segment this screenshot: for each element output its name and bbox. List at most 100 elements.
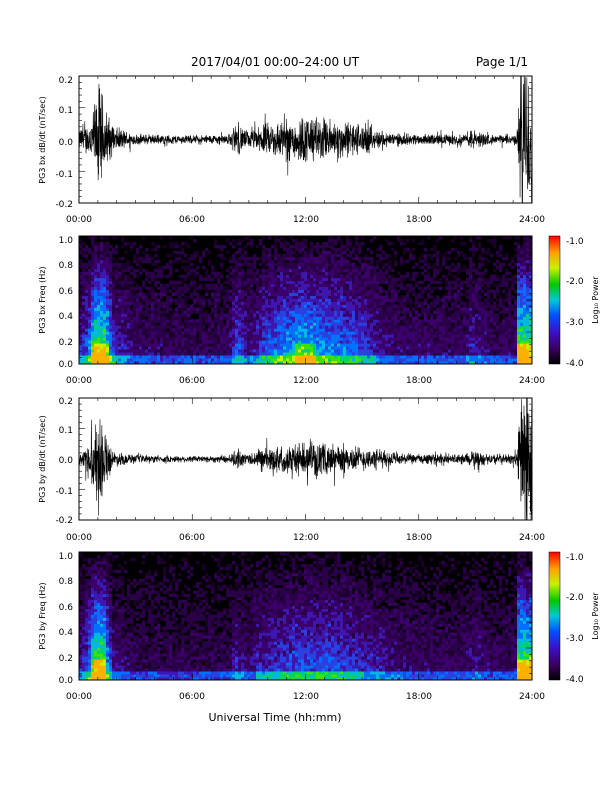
spectrogram-cell [250,361,254,365]
spectrogram-cell [211,355,215,359]
spectrogram-cell [88,250,92,255]
spectrogram-cell [502,340,506,344]
spectrogram-cell [325,301,329,305]
spectrogram-cell [277,358,281,362]
spectrogram-cell [250,262,254,267]
spectrogram-cell [115,280,119,285]
spectrogram-cell [289,295,293,299]
spectrogram-cell [130,322,134,326]
spectrogram-cell [490,331,494,335]
spectrogram-cell [388,262,392,267]
spectrogram-cell [133,241,137,246]
spectrogram-cell [412,301,416,305]
spectrogram-cell [460,334,464,338]
spectrogram-cell [172,283,176,288]
spectrogram-cell [331,307,335,311]
spectrogram-cell [244,352,248,356]
spectrogram-cell [253,289,257,293]
spectrogram-cell [106,241,110,246]
spectrogram-cell [490,352,494,356]
spectrogram-cell [250,295,254,299]
spectrogram-cell [466,301,470,305]
spectrogram-cell [220,319,224,323]
spectrogram-cell [91,244,95,249]
spectrogram-cell [394,361,398,365]
spectrogram-cell [436,331,440,335]
spectrogram-cell [253,331,257,335]
spectrogram-cell [457,358,461,362]
spectrogram-cell [226,268,230,273]
spectrogram-cell [259,298,263,302]
spectrogram-cell [103,346,107,350]
spectrogram-cell [217,307,221,311]
spectrogram-cell [313,259,317,264]
spectrogram-cell [163,361,167,365]
spectrogram-cell [247,274,251,279]
spectrogram-cell [187,325,191,329]
spectrogram-cell [442,316,446,320]
spectrogram-cell [232,283,236,288]
spectrogram-cell [121,319,125,323]
spectrogram-cell [379,319,383,323]
spectrogram-cell [379,316,383,320]
spectrogram-cell [391,301,395,305]
spectrogram-cell [235,274,239,279]
spectrogram-cell [199,352,203,356]
spectrogram-cell [490,343,494,347]
spectrogram-cell [454,340,458,344]
spectrogram-cell [349,238,353,243]
spectrogram-cell [349,352,353,356]
spectrogram-cell [217,289,221,293]
spectrogram-cell [241,298,245,302]
spectrogram-cell [274,241,278,246]
spectrogram-cell [367,340,371,344]
spectrogram-cell [259,262,263,267]
spectrogram-cell [157,304,161,308]
spectrogram-cell [151,262,155,267]
spectrogram-cell [202,319,206,323]
spectrogram-cell [307,289,311,293]
spectrogram-cell [475,355,479,359]
spectrogram-cell [244,244,248,249]
spectrogram-cell [322,274,326,279]
spectrogram-cell [271,298,275,302]
spectrogram-cell [358,355,362,359]
spectrogram-cell [316,322,320,326]
spectrogram-cell [187,322,191,326]
spectrogram-cell [310,310,314,314]
spectrogram-cell [325,259,329,264]
spectrogram-cell [460,361,464,365]
spectrogram-cell [433,322,437,326]
spectrogram-cell [154,247,158,252]
spectrogram-cell [235,307,239,311]
spectrogram-cell [271,265,275,270]
spectrogram-cell [124,286,128,290]
spectrogram-cell [448,358,452,362]
spectrogram-cell [373,271,377,276]
spectrogram-cell [373,316,377,320]
spectrogram-cell [379,310,383,314]
spectrogram-cell [301,247,305,252]
spectrogram-cell [349,346,353,350]
spectrogram-cell [256,316,260,320]
spectrogram-cell [193,292,197,296]
spectrogram-cell [367,358,371,362]
spectrogram-cell [418,304,422,308]
spectrogram-cell [472,241,476,246]
spectrogram-cell [310,307,314,311]
spectrogram-cell [178,352,182,356]
spectrogram-cell [313,304,317,308]
spectrogram-cell [442,322,446,326]
spectrogram-cell [229,256,233,261]
x-tick-label: 00:00 [66,215,92,225]
spectrogram-cell [325,337,329,341]
spectrogram-cell [487,337,491,341]
spectrogram-cell [331,334,335,338]
spectrogram-cell [304,340,308,344]
spectrogram-cell [295,244,299,249]
spectrogram-cell [295,238,299,243]
spectrogram-cell [427,286,431,290]
spectrogram-cell [457,328,461,332]
spectrogram-cell [310,253,314,258]
spectrogram-cell [88,268,92,273]
